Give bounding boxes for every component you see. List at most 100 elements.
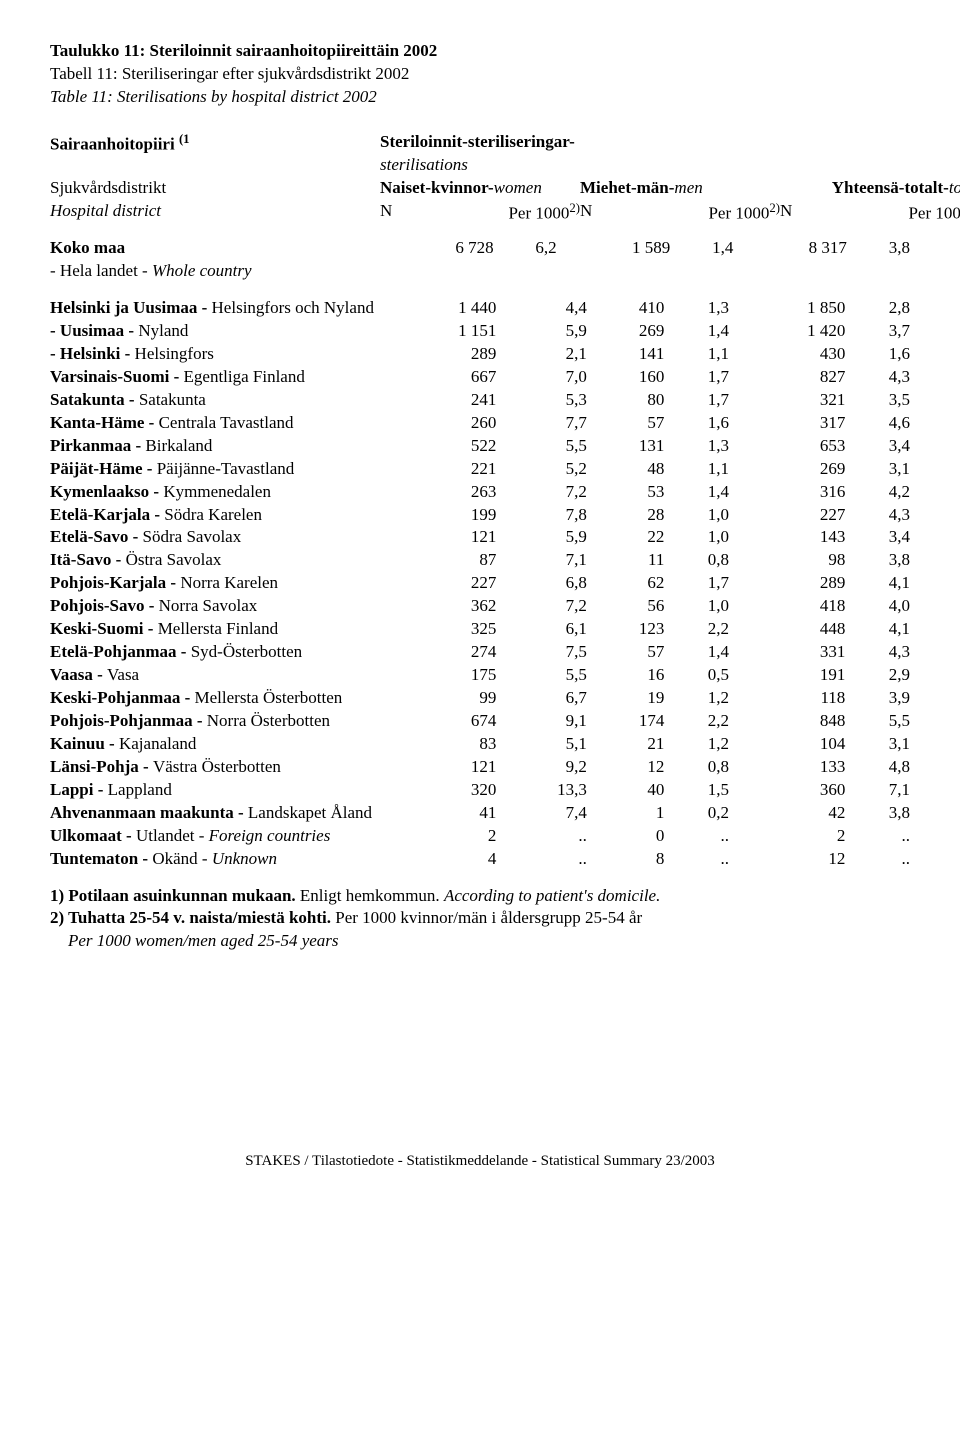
cell-n2: 160 <box>587 366 665 389</box>
yhteensa-it: total <box>949 178 960 197</box>
cell-n3: 133 <box>729 756 845 779</box>
row-label-plain: Egentliga Finland <box>184 367 305 386</box>
total-n1: 6 728 <box>380 237 494 260</box>
row-label-bold: Pohjois-Savo - <box>50 596 159 615</box>
naiset-it: women <box>494 178 542 197</box>
cell-n1: 1 151 <box>380 320 496 343</box>
cell-n3: 227 <box>729 504 845 527</box>
cell-n3: 143 <box>729 526 845 549</box>
row-label-plain: Mellersta Finland <box>158 619 278 638</box>
miehet-it: men <box>674 178 702 197</box>
row-label-plain: Södra Karelen <box>164 505 262 524</box>
cell-n1: 41 <box>380 802 496 825</box>
cell-p3: 1,6 <box>845 343 910 366</box>
cell-p1: 7,4 <box>496 802 586 825</box>
cell-n2: 57 <box>587 641 665 664</box>
cell-n1: 274 <box>380 641 496 664</box>
cell-p2: 1,2 <box>664 733 729 756</box>
cell-n1: 289 <box>380 343 496 366</box>
cell-p2: 1,6 <box>664 412 729 435</box>
cell-n2: 57 <box>587 412 665 435</box>
cell-p1: 5,2 <box>496 458 586 481</box>
per-2: Per 1000 <box>708 203 769 222</box>
row-label-bold: Pohjois-Pohjanmaa - <box>50 711 207 730</box>
cell-p2: 1,3 <box>664 435 729 458</box>
cell-p2: 1,0 <box>664 595 729 618</box>
fn2-italic: Per 1000 women/men aged 25-54 years <box>50 930 910 953</box>
cell-p1: 5,9 <box>496 526 586 549</box>
totals-table: Koko maa 6 728 6,2 1 589 1,4 8 317 3,8 -… <box>50 237 910 283</box>
cell-p3: 7,1 <box>845 779 910 802</box>
cell-n3: 653 <box>729 435 845 458</box>
cell-n2: 141 <box>587 343 665 366</box>
cell-p1: 7,8 <box>496 504 586 527</box>
cell-n2: 174 <box>587 710 665 733</box>
cell-p2: 2,2 <box>664 618 729 641</box>
cell-n3: 316 <box>729 481 845 504</box>
cell-p2: 0,8 <box>664 756 729 779</box>
row-label-bold: Päijät-Häme - <box>50 459 157 478</box>
cell-n1: 175 <box>380 664 496 687</box>
table-row: Etelä-Savo - Södra Savolax1215,9221,0143… <box>50 526 910 549</box>
cell-p3: 3,1 <box>845 733 910 756</box>
cell-n2: 8 <box>587 848 665 871</box>
cell-p3: 4,0 <box>845 595 910 618</box>
rowlabel-en: Hospital district <box>50 200 380 226</box>
n-2: N <box>580 200 670 226</box>
cell-n1: 121 <box>380 526 496 549</box>
cell-n2: 410 <box>587 297 665 320</box>
per-3: Per 1000 <box>908 203 960 222</box>
cell-n3: 827 <box>729 366 845 389</box>
cell-n1: 263 <box>380 481 496 504</box>
row-label-bold: Pirkanmaa - <box>50 436 145 455</box>
cell-n3: 269 <box>729 458 845 481</box>
cell-p2: 1,3 <box>664 297 729 320</box>
row-label-plain: Östra Savolax <box>126 550 222 569</box>
row-label-bold: Lappi - <box>50 780 108 799</box>
cell-p1: 7,7 <box>496 412 586 435</box>
fn1-italic: According to patient's domicile. <box>444 886 660 905</box>
cell-n2: 40 <box>587 779 665 802</box>
cell-p2: 1,1 <box>664 458 729 481</box>
table-row: Pohjois-Karjala - Norra Karelen2276,8621… <box>50 572 910 595</box>
total-plain: - Hela landet - <box>50 261 152 280</box>
cell-n3: 12 <box>729 848 845 871</box>
cell-p2: 1,7 <box>664 572 729 595</box>
fn2-bold: 2) Tuhatta 25-54 v. naista/miestä kohti. <box>50 908 331 927</box>
n-3: N <box>780 200 870 226</box>
cell-p3: 4,1 <box>845 572 910 595</box>
row-label-plain: Mellersta Österbotten <box>195 688 343 707</box>
group-header-italic: sterilisations <box>380 155 468 174</box>
table-row: Pirkanmaa - Birkaland5225,51311,36533,4 <box>50 435 910 458</box>
cell-p1: 7,5 <box>496 641 586 664</box>
cell-n3: 848 <box>729 710 845 733</box>
row-label-plain: Västra Österbotten <box>153 757 281 776</box>
cell-n3: 418 <box>729 595 845 618</box>
cell-p2: 1,4 <box>664 320 729 343</box>
cell-n1: 227 <box>380 572 496 595</box>
table-row: Kainuu - Kajanaland835,1211,21043,1 <box>50 733 910 756</box>
cell-p3: 3,5 <box>845 389 910 412</box>
table-row: Pohjois-Pohjanmaa - Norra Österbotten674… <box>50 710 910 733</box>
cell-p1: 5,5 <box>496 664 586 687</box>
table-row: - Helsinki - Helsingfors2892,11411,14301… <box>50 343 910 366</box>
cell-p3: 3,7 <box>845 320 910 343</box>
cell-p1: 7,0 <box>496 366 586 389</box>
cell-n2: 22 <box>587 526 665 549</box>
row-label-bold: - Helsinki - <box>50 344 135 363</box>
cell-p1: 6,8 <box>496 572 586 595</box>
row-label-italic: Unknown <box>212 849 277 868</box>
row-label-bold: Ulkomaat - <box>50 826 136 845</box>
cell-p3: 4,6 <box>845 412 910 435</box>
cell-p1: 5,5 <box>496 435 586 458</box>
cell-n2: 1 <box>587 802 665 825</box>
cell-n3: 1 420 <box>729 320 845 343</box>
table-row: Päijät-Häme - Päijänne-Tavastland2215,24… <box>50 458 910 481</box>
per-1: Per 1000 <box>508 203 569 222</box>
table-row: Kymenlaakso - Kymmenedalen2637,2531,4316… <box>50 481 910 504</box>
miehet: Miehet-män- <box>580 178 674 197</box>
cell-p1: 9,1 <box>496 710 586 733</box>
per-2-sup: 2) <box>769 201 780 215</box>
row-label-bold: Satakunta - <box>50 390 139 409</box>
row-label-bold: Etelä-Pohjanmaa - <box>50 642 191 661</box>
